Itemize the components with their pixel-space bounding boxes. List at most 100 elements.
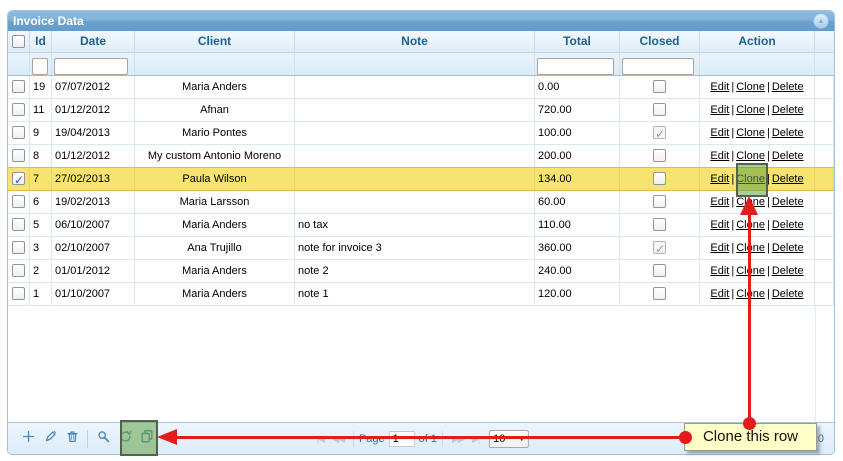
cell-date: 01/12/2012 xyxy=(52,99,135,121)
delete-link[interactable]: Delete xyxy=(771,150,804,162)
table-row[interactable]: 8 01/12/2012 My custom Antonio Moreno 200.0… xyxy=(8,145,834,168)
collapse-button[interactable]: ▲ xyxy=(813,13,829,29)
row-select-checkbox[interactable] xyxy=(12,126,25,139)
filter-input-closed[interactable] xyxy=(622,57,694,75)
edit-link[interactable]: Edit xyxy=(710,196,730,208)
cell-client: Maria Anders xyxy=(135,76,295,98)
cell-note: note for invoice 3 xyxy=(295,237,535,259)
cell-total: 240.00 xyxy=(535,260,620,282)
filter-input-id[interactable] xyxy=(32,57,48,75)
table-row[interactable]: 11 01/12/2012 Afnan 720.00 Edit | Clone | Delete xyxy=(8,99,834,122)
delete-link[interactable]: Delete xyxy=(771,104,804,116)
column-header-action[interactable]: Action xyxy=(700,31,815,52)
cell-client: Paula Wilson xyxy=(135,168,295,190)
edit-link[interactable]: Edit xyxy=(710,265,730,277)
cell-id: 6 xyxy=(30,191,52,213)
page-number-input[interactable] xyxy=(388,431,415,447)
delete-link[interactable]: Delete xyxy=(771,242,804,254)
edit-button[interactable] xyxy=(39,428,61,450)
edit-link[interactable]: Edit xyxy=(710,104,730,116)
row-select-checkbox[interactable] xyxy=(12,241,25,254)
cell-select xyxy=(8,145,30,167)
cell-note xyxy=(295,76,535,98)
column-header-closed[interactable]: Closed xyxy=(620,31,700,52)
table-row[interactable]: 6 19/02/2013 Maria Larsson 60.00 Edit | Clone |… xyxy=(8,191,834,214)
edit-link[interactable]: Edit xyxy=(710,81,730,93)
column-header-id[interactable]: Id xyxy=(30,31,52,52)
closed-checkbox[interactable] xyxy=(653,123,666,144)
closed-checkbox[interactable] xyxy=(653,195,666,208)
row-select-checkbox[interactable] xyxy=(12,169,25,190)
closed-checkbox[interactable] xyxy=(653,218,666,231)
arrow-anchor-dot-left xyxy=(679,431,692,444)
delete-link[interactable]: Delete xyxy=(771,288,804,300)
filter-cell-client xyxy=(135,53,295,75)
table-row[interactable]: 5 06/10/2007 Maria Anders no tax 110.00 Edit |… xyxy=(8,214,834,237)
delete-link[interactable]: Delete xyxy=(771,173,804,185)
action-separator: | xyxy=(766,288,770,300)
filter-cell-date xyxy=(52,53,135,75)
closed-checkbox[interactable] xyxy=(653,172,666,185)
closed-checkbox[interactable] xyxy=(653,103,666,116)
table-row[interactable]: 1 01/10/2007 Maria Anders note 1 120.00 Edit |… xyxy=(8,283,834,306)
add-button[interactable] xyxy=(17,428,39,450)
cell-note xyxy=(295,122,535,144)
magnifier-icon xyxy=(97,430,110,448)
clone-link[interactable]: Clone xyxy=(736,150,765,162)
row-select-checkbox[interactable] xyxy=(12,195,25,208)
cell-select xyxy=(8,283,30,305)
select-all-checkbox[interactable] xyxy=(12,35,25,48)
delete-link[interactable]: Delete xyxy=(771,127,804,139)
table-row[interactable]: 3 02/10/2007 Ana Trujillo note for invoice … xyxy=(8,237,834,260)
row-select-checkbox[interactable] xyxy=(12,149,25,162)
row-select-checkbox[interactable] xyxy=(12,103,25,116)
filter-row xyxy=(8,53,834,76)
edit-link[interactable]: Edit xyxy=(710,242,730,254)
delete-button[interactable] xyxy=(61,428,83,450)
edit-link[interactable]: Edit xyxy=(710,127,730,139)
cell-client: Maria Larsson xyxy=(135,191,295,213)
edit-link[interactable]: Edit xyxy=(710,219,730,231)
filter-input-total[interactable] xyxy=(537,57,614,75)
clone-link[interactable]: Clone xyxy=(736,104,765,116)
edit-link[interactable]: Edit xyxy=(710,150,730,162)
page-label: Page xyxy=(358,433,385,445)
action-separator: | xyxy=(731,81,735,93)
edit-link[interactable]: Edit xyxy=(710,173,730,185)
closed-checkbox[interactable] xyxy=(653,238,666,259)
edit-link[interactable]: Edit xyxy=(710,288,730,300)
filter-cell-select xyxy=(8,53,30,75)
action-separator: | xyxy=(766,219,770,231)
column-header-note[interactable]: Note xyxy=(295,31,535,52)
closed-checkbox[interactable] xyxy=(653,287,666,300)
row-select-checkbox[interactable] xyxy=(12,287,25,300)
delete-link[interactable]: Delete xyxy=(771,81,804,93)
column-header-client[interactable]: Client xyxy=(135,31,295,52)
closed-checkbox[interactable] xyxy=(653,264,666,277)
chevron-up-icon: ▲ xyxy=(817,18,825,25)
row-select-checkbox[interactable] xyxy=(12,218,25,231)
table-row[interactable]: 2 01/01/2012 Maria Anders note 2 240.00 Edit |… xyxy=(8,260,834,283)
window-title: Invoice Data xyxy=(13,14,84,28)
column-header-total[interactable]: Total xyxy=(535,31,620,52)
clone-link[interactable]: Clone xyxy=(736,127,765,139)
search-button[interactable] xyxy=(92,428,114,450)
clone-link[interactable]: Clone xyxy=(736,81,765,93)
row-select-checkbox[interactable] xyxy=(12,80,25,93)
column-header-select[interactable] xyxy=(8,31,30,52)
cell-note: note 1 xyxy=(295,283,535,305)
cell-total: 0.00 xyxy=(535,76,620,98)
delete-link[interactable]: Delete xyxy=(771,265,804,277)
row-select-checkbox[interactable] xyxy=(12,264,25,277)
filter-input-date[interactable] xyxy=(54,57,128,75)
delete-link[interactable]: Delete xyxy=(771,219,804,231)
column-header-date[interactable]: Date xyxy=(52,31,135,52)
closed-checkbox[interactable] xyxy=(653,149,666,162)
page-size-select[interactable]: 10 ▼ xyxy=(489,430,530,448)
cell-id: 8 xyxy=(30,145,52,167)
delete-link[interactable]: Delete xyxy=(771,196,804,208)
closed-checkbox[interactable] xyxy=(653,80,666,93)
table-row[interactable]: 19 07/07/2012 Maria Anders 0.00 Edit | Clone | D… xyxy=(8,76,834,99)
